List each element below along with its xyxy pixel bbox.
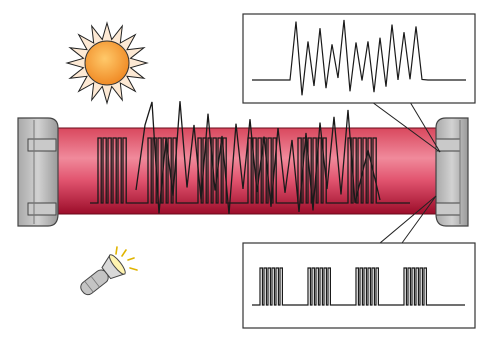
pulse-train-signal [90, 137, 410, 204]
left-connector [17, 117, 59, 227]
right-connector [435, 117, 469, 227]
noise-signal [135, 101, 381, 214]
inset-noise-waveform [252, 19, 466, 96]
inset-pulse-waveform [252, 267, 465, 306]
sun-icon [65, 21, 149, 105]
callout-pointers [371, 101, 441, 244]
light-rays [115, 246, 138, 271]
noisy-output-inset [242, 13, 476, 104]
flashlight-icon [80, 254, 126, 296]
clean-output-inset [242, 242, 476, 329]
